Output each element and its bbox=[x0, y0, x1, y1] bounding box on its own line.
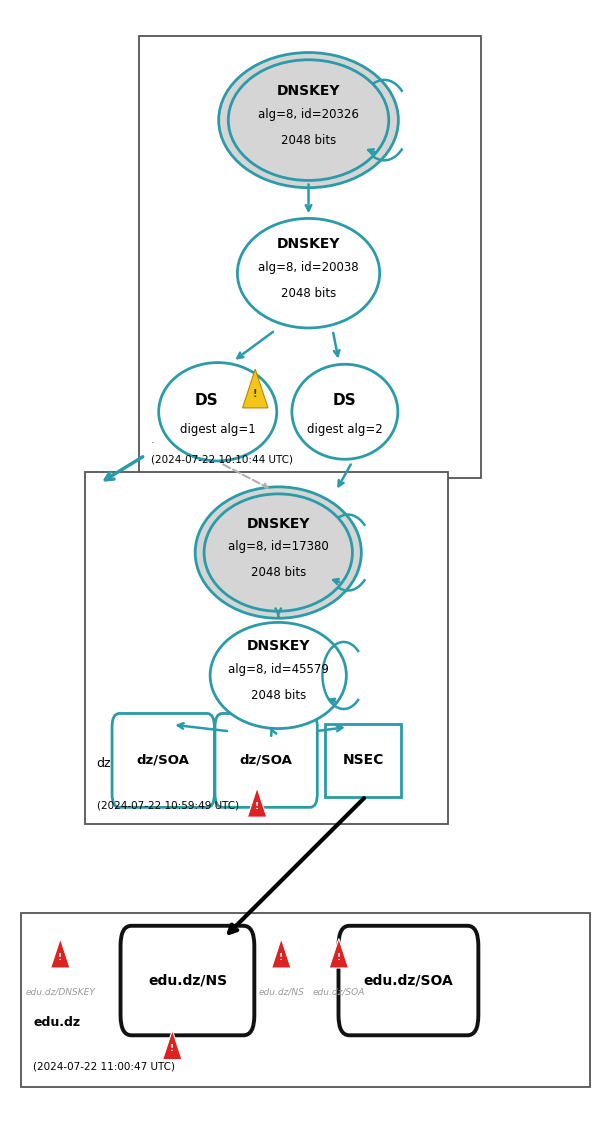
Text: alg=8, id=20326: alg=8, id=20326 bbox=[258, 108, 359, 121]
Text: dz/SOA: dz/SOA bbox=[137, 754, 189, 767]
Ellipse shape bbox=[292, 364, 398, 459]
Text: edu.dz/NS: edu.dz/NS bbox=[258, 987, 304, 996]
Polygon shape bbox=[272, 939, 291, 968]
Ellipse shape bbox=[219, 53, 398, 188]
Text: NSEC: NSEC bbox=[342, 754, 384, 767]
Polygon shape bbox=[51, 939, 70, 968]
Text: DNSKEY: DNSKEY bbox=[277, 84, 340, 98]
Text: edu.dz/SOA: edu.dz/SOA bbox=[313, 987, 365, 996]
Text: DNSKEY: DNSKEY bbox=[246, 517, 310, 530]
Ellipse shape bbox=[195, 487, 361, 619]
FancyBboxPatch shape bbox=[120, 925, 254, 1035]
Text: alg=8, id=45579: alg=8, id=45579 bbox=[228, 664, 329, 676]
Text: dz: dz bbox=[97, 757, 111, 770]
Text: !: ! bbox=[58, 952, 62, 961]
Polygon shape bbox=[329, 939, 348, 968]
Text: 2048 bits: 2048 bits bbox=[251, 690, 306, 702]
FancyBboxPatch shape bbox=[21, 913, 590, 1087]
FancyBboxPatch shape bbox=[325, 723, 401, 797]
Text: edu.dz/DNSKEY: edu.dz/DNSKEY bbox=[26, 987, 95, 996]
Text: (2024-07-22 11:00:47 UTC): (2024-07-22 11:00:47 UTC) bbox=[33, 1061, 175, 1071]
FancyBboxPatch shape bbox=[112, 713, 214, 807]
Ellipse shape bbox=[229, 60, 389, 181]
Polygon shape bbox=[163, 1030, 182, 1060]
Ellipse shape bbox=[238, 219, 379, 328]
Text: alg=8, id=17380: alg=8, id=17380 bbox=[228, 540, 329, 554]
Text: !: ! bbox=[170, 1044, 174, 1053]
Text: DNSKEY: DNSKEY bbox=[246, 639, 310, 654]
Ellipse shape bbox=[204, 494, 353, 611]
Text: (2024-07-22 10:59:49 UTC): (2024-07-22 10:59:49 UTC) bbox=[97, 801, 239, 811]
Text: !: ! bbox=[255, 802, 259, 811]
Text: !: ! bbox=[253, 389, 257, 399]
Text: DS: DS bbox=[333, 393, 357, 408]
Polygon shape bbox=[243, 369, 268, 408]
Text: .: . bbox=[151, 433, 155, 447]
Ellipse shape bbox=[210, 622, 346, 729]
FancyBboxPatch shape bbox=[215, 713, 317, 807]
Text: edu.dz: edu.dz bbox=[33, 1015, 80, 1029]
Text: dz/SOA: dz/SOA bbox=[240, 754, 293, 767]
FancyBboxPatch shape bbox=[84, 472, 448, 824]
Text: DS: DS bbox=[195, 393, 219, 408]
Text: 2048 bits: 2048 bits bbox=[251, 566, 306, 579]
Text: 2048 bits: 2048 bits bbox=[281, 286, 336, 300]
Polygon shape bbox=[247, 787, 267, 818]
Text: alg=8, id=20038: alg=8, id=20038 bbox=[258, 262, 359, 274]
Text: (2024-07-22 10:10:44 UTC): (2024-07-22 10:10:44 UTC) bbox=[151, 455, 293, 464]
Text: edu.dz/NS: edu.dz/NS bbox=[148, 974, 227, 987]
Text: !: ! bbox=[337, 952, 341, 961]
Text: DNSKEY: DNSKEY bbox=[277, 237, 340, 252]
Text: !: ! bbox=[279, 952, 284, 961]
Text: 2048 bits: 2048 bits bbox=[281, 134, 336, 147]
Ellipse shape bbox=[159, 363, 277, 460]
FancyBboxPatch shape bbox=[338, 925, 478, 1035]
Text: digest alg=1: digest alg=1 bbox=[180, 423, 255, 436]
FancyBboxPatch shape bbox=[139, 36, 481, 477]
Text: digest alg=2: digest alg=2 bbox=[307, 423, 382, 436]
Text: edu.dz/SOA: edu.dz/SOA bbox=[364, 974, 453, 987]
